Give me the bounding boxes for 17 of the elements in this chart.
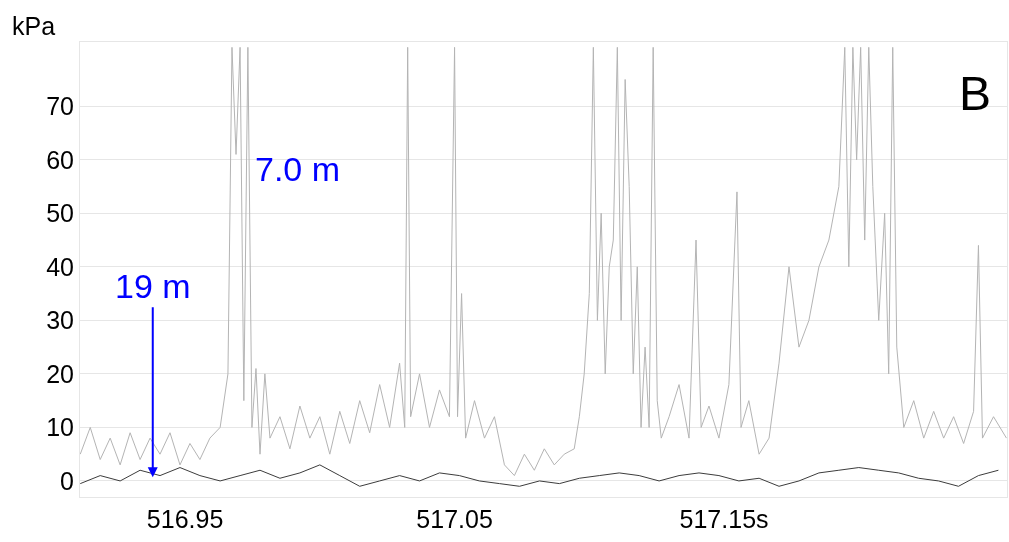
- line-series: [80, 464, 999, 487]
- x-tick-label: 516.95: [146, 505, 224, 533]
- y-tick-label: 50: [46, 199, 74, 228]
- y-tick-label: 30: [46, 306, 74, 335]
- annotation: B: [959, 67, 992, 120]
- y-tick-label: 0: [60, 466, 74, 495]
- y-tick-label: 70: [46, 91, 74, 120]
- y-axis-title: kPa: [12, 12, 56, 40]
- line-series: [80, 46, 1007, 477]
- x-tick-label: 517.05: [416, 505, 493, 533]
- annotation: 19 m: [115, 267, 191, 305]
- x-tick-label: 517.15s: [679, 505, 769, 533]
- y-tick-label: 60: [46, 145, 74, 174]
- y-tick-label: 10: [46, 413, 74, 442]
- y-tick-label: 40: [46, 252, 74, 281]
- annotation: 7.0 m: [255, 150, 341, 188]
- y-tick-label: 20: [46, 359, 74, 388]
